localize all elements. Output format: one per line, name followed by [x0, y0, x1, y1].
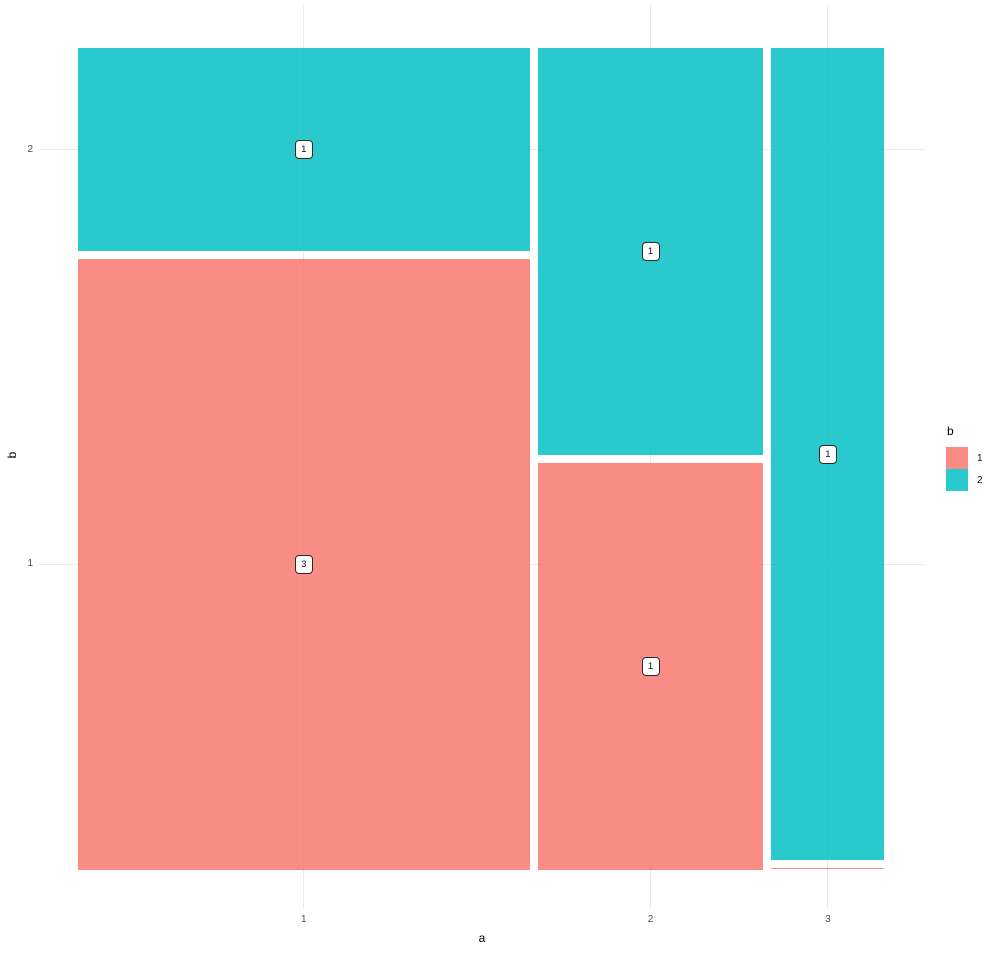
y-axis-title: b — [5, 451, 19, 459]
y-tick-label-1: 1 — [27, 558, 33, 570]
legend-label-1: 1 — [977, 452, 983, 464]
x-tick-label-1: 1 — [301, 914, 307, 925]
count-label-a3-b2: 1 — [818, 444, 837, 464]
gridline-x-2 — [650, 5, 651, 908]
y-tick-label-2: 2 — [27, 143, 33, 155]
legend-label-2: 2 — [977, 474, 983, 486]
count-label-a1-b1: 3 — [294, 554, 313, 574]
count-label-a1-b2: 1 — [294, 140, 313, 160]
mosaic-cell-a3-b1 — [771, 868, 885, 870]
legend-entry-2: 2 — [946, 469, 983, 491]
legend-entry-1: 1 — [946, 447, 983, 469]
x-tick-label-3: 3 — [825, 914, 831, 925]
x-axis-title: a — [478, 931, 486, 945]
legend-title: b — [947, 424, 954, 438]
legend-key-swatch-1 — [946, 447, 968, 469]
legend-key-swatch-2 — [946, 469, 968, 491]
x-tick-label-2: 2 — [647, 914, 654, 925]
count-label-a2-b2: 1 — [641, 241, 660, 261]
count-label-a2-b1: 1 — [641, 656, 660, 676]
